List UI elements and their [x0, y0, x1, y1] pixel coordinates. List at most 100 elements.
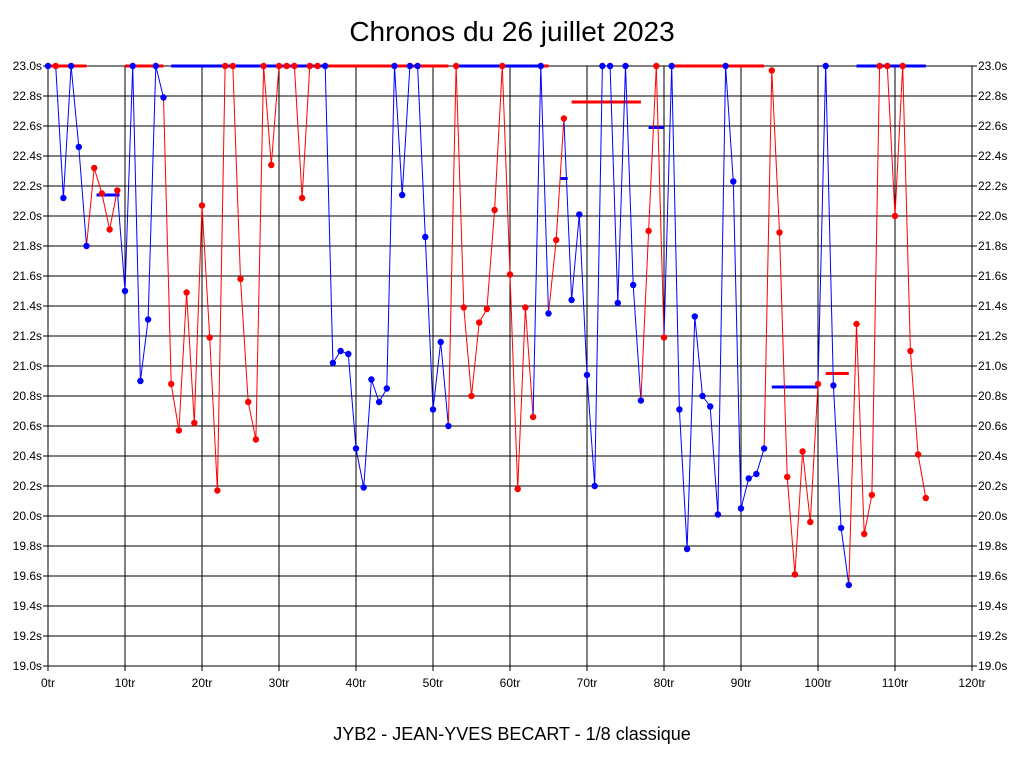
data-point — [429, 406, 437, 413]
data-point — [91, 164, 98, 172]
y-tick-label-left: 19.2s — [13, 629, 42, 643]
data-point — [807, 518, 814, 526]
data-point — [252, 436, 260, 443]
data-point — [206, 334, 213, 341]
data-point — [75, 143, 83, 151]
data-point — [121, 287, 129, 295]
y-tick-label-left: 22.8s — [13, 89, 42, 103]
series-line-segment — [540, 65, 549, 314]
data-point — [67, 62, 75, 70]
data-point — [714, 511, 722, 518]
chart-footer: JYB2 - JEAN-YVES BECART - 1/8 classique — [333, 724, 691, 744]
series-line-segment — [270, 65, 280, 166]
series-line-segment — [848, 323, 857, 586]
x-tick-label: 80tr — [654, 676, 675, 690]
y-tick-label-left: 19.4s — [13, 599, 42, 613]
series-line-segment — [386, 65, 395, 389]
data-point — [529, 413, 537, 421]
data-point — [845, 581, 852, 589]
series-line-segment — [809, 383, 819, 523]
data-point — [699, 392, 706, 400]
data-point — [622, 62, 629, 70]
x-tick-label: 60tr — [500, 676, 521, 690]
x-tick-label: 90tr — [731, 676, 752, 690]
data-point — [799, 448, 806, 455]
data-point — [345, 350, 352, 358]
data-point — [660, 334, 668, 341]
data-point — [614, 299, 621, 307]
series-line-segment — [917, 454, 927, 499]
y-tick-label-right: 20.4s — [978, 449, 1007, 463]
series-line-segment — [663, 65, 673, 338]
data-point — [861, 530, 868, 538]
data-point — [599, 62, 606, 70]
series-line-segment — [894, 65, 904, 217]
data-point — [922, 494, 929, 502]
data-point — [152, 62, 159, 70]
y-tick-label-left: 19.6s — [13, 569, 42, 583]
data-point — [144, 316, 152, 323]
data-point — [98, 190, 106, 197]
y-tick-label-right: 19.0s — [978, 659, 1007, 673]
series-line-segment — [355, 448, 365, 488]
y-tick-label-right: 19.2s — [978, 629, 1007, 643]
series-line-segment — [871, 65, 881, 496]
series-line-segment — [447, 65, 457, 427]
data-point — [114, 187, 121, 194]
series-line-segment — [571, 214, 580, 301]
data-point — [914, 451, 922, 458]
series-line-segment — [170, 383, 180, 431]
data-point — [260, 62, 267, 70]
y-tick-label-right: 21.8s — [978, 239, 1007, 253]
y-tick-label-left: 19.0s — [13, 659, 42, 673]
series-line-segment — [163, 97, 172, 385]
data-point — [907, 347, 914, 355]
data-point — [460, 304, 467, 311]
series-line-segment — [471, 322, 480, 397]
series-line-segment — [486, 209, 496, 310]
series-line-segment — [193, 205, 203, 424]
data-point — [745, 475, 752, 482]
data-point — [237, 275, 244, 283]
y-tick-label-right: 22.6s — [978, 119, 1007, 133]
data-point — [591, 482, 598, 490]
data-point — [737, 505, 745, 512]
data-point — [891, 212, 899, 220]
data-point — [691, 313, 698, 320]
data-point — [137, 377, 144, 385]
data-point — [553, 236, 560, 244]
series-line-segment — [532, 65, 542, 418]
data-point — [329, 359, 337, 367]
data-point — [776, 229, 783, 236]
series-line-segment — [209, 337, 218, 491]
series-line-segment — [455, 65, 465, 308]
data-point — [822, 62, 829, 70]
series-line-segment — [632, 284, 642, 401]
data-point — [668, 62, 675, 70]
y-tick-label-right: 20.2s — [978, 479, 1007, 493]
x-tick-label: 0tr — [41, 676, 55, 690]
data-point — [391, 62, 398, 70]
data-point — [291, 62, 298, 70]
series-line-segment — [347, 353, 357, 449]
data-point — [784, 473, 791, 481]
data-point — [214, 487, 221, 494]
data-point — [853, 320, 860, 328]
series-line-segment — [578, 214, 588, 376]
data-point — [352, 445, 360, 452]
series-line-segment — [563, 118, 573, 301]
data-point — [730, 178, 737, 185]
x-tick-label: 50tr — [423, 676, 444, 690]
data-point — [768, 67, 775, 74]
series-line-segment — [424, 236, 434, 410]
data-point — [268, 161, 275, 169]
series-line-segment — [440, 341, 449, 427]
data-point — [545, 310, 552, 317]
series-line-segment — [463, 307, 472, 397]
data-point — [476, 319, 483, 326]
data-point — [637, 397, 645, 404]
data-point — [322, 62, 329, 70]
series-line-segment — [178, 292, 188, 431]
y-tick-label-left: 22.0s — [13, 209, 42, 223]
series-line-segment — [856, 323, 865, 535]
